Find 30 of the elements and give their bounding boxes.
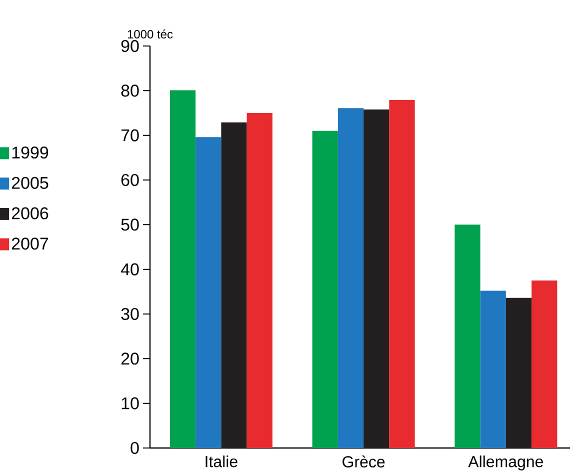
bar [196,137,222,448]
bar [506,298,532,448]
bar [170,90,196,448]
legend-label: 2005 [12,176,48,189]
y-tick-label: 10 [122,397,139,410]
bar [364,109,390,448]
bar [338,108,364,448]
x-tick-label: Grèce [342,456,385,468]
legend-label: 2007 [12,238,48,250]
bar [246,112,272,448]
y-tick-label: 90 [121,40,139,52]
y-tick-label: 60 [121,174,139,186]
y-axis-title: 1000 téc [128,30,173,38]
y-tick-label: 30 [121,308,139,320]
y-tick-label: 70 [121,129,139,142]
y-tick-label: 80 [121,84,139,97]
legend-label: 1999 [12,146,48,159]
bar [532,280,558,448]
bar [480,290,506,448]
y-tick-label: 50 [121,218,139,231]
y-tick-label: 20 [121,352,139,365]
bar [454,224,480,448]
x-tick-label: Allemagne [468,456,543,470]
x-tick-label: Italie [206,456,238,468]
y-tick-label: 40 [120,263,139,276]
bar [221,122,247,448]
y-tick-label: 0 [130,442,139,454]
bar [312,130,338,448]
bar [389,100,415,448]
legend-label: 2006 [12,207,48,220]
